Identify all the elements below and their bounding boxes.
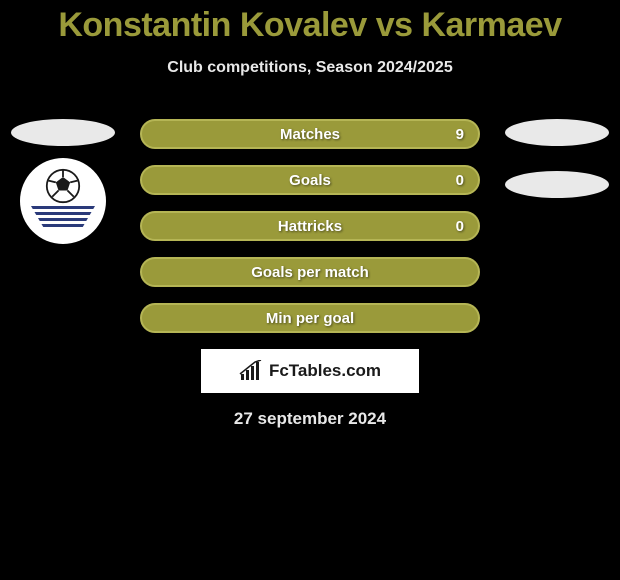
stat-row-min-per-goal: Min per goal xyxy=(140,303,480,333)
player2-placeholder xyxy=(505,119,609,146)
left-column xyxy=(8,119,118,244)
logo-text: FcTables.com xyxy=(269,361,381,381)
stat-row-hattricks: Hattricks 0 xyxy=(140,211,480,241)
stat-label: Matches xyxy=(280,126,340,143)
club2-placeholder xyxy=(505,171,609,198)
stat-row-matches: Matches 9 xyxy=(140,119,480,149)
logo-box: FcTables.com xyxy=(201,349,419,393)
logo-chart-icon xyxy=(239,360,265,382)
stat-label: Min per goal xyxy=(266,310,354,327)
stat-label: Goals xyxy=(289,172,331,189)
stat-value: 0 xyxy=(456,172,464,189)
subtitle: Club competitions, Season 2024/2025 xyxy=(0,59,620,77)
crest-stripes xyxy=(31,206,95,228)
stat-row-goals: Goals 0 xyxy=(140,165,480,195)
content: Matches 9 Goals 0 Hattricks 0 Goals per … xyxy=(0,119,620,429)
stat-label: Hattricks xyxy=(278,218,342,235)
stat-label: Goals per match xyxy=(251,264,369,281)
stat-bars: Matches 9 Goals 0 Hattricks 0 Goals per … xyxy=(140,119,480,333)
right-column xyxy=(502,119,612,198)
club-crest xyxy=(20,158,106,244)
page-title: Konstantin Kovalev vs Karmaev xyxy=(0,0,620,45)
crest-ball-icon xyxy=(45,168,81,204)
date-text: 27 september 2024 xyxy=(0,409,620,429)
player1-placeholder xyxy=(11,119,115,146)
stat-row-goals-per-match: Goals per match xyxy=(140,257,480,287)
stat-value: 9 xyxy=(456,126,464,143)
stat-value: 0 xyxy=(456,218,464,235)
